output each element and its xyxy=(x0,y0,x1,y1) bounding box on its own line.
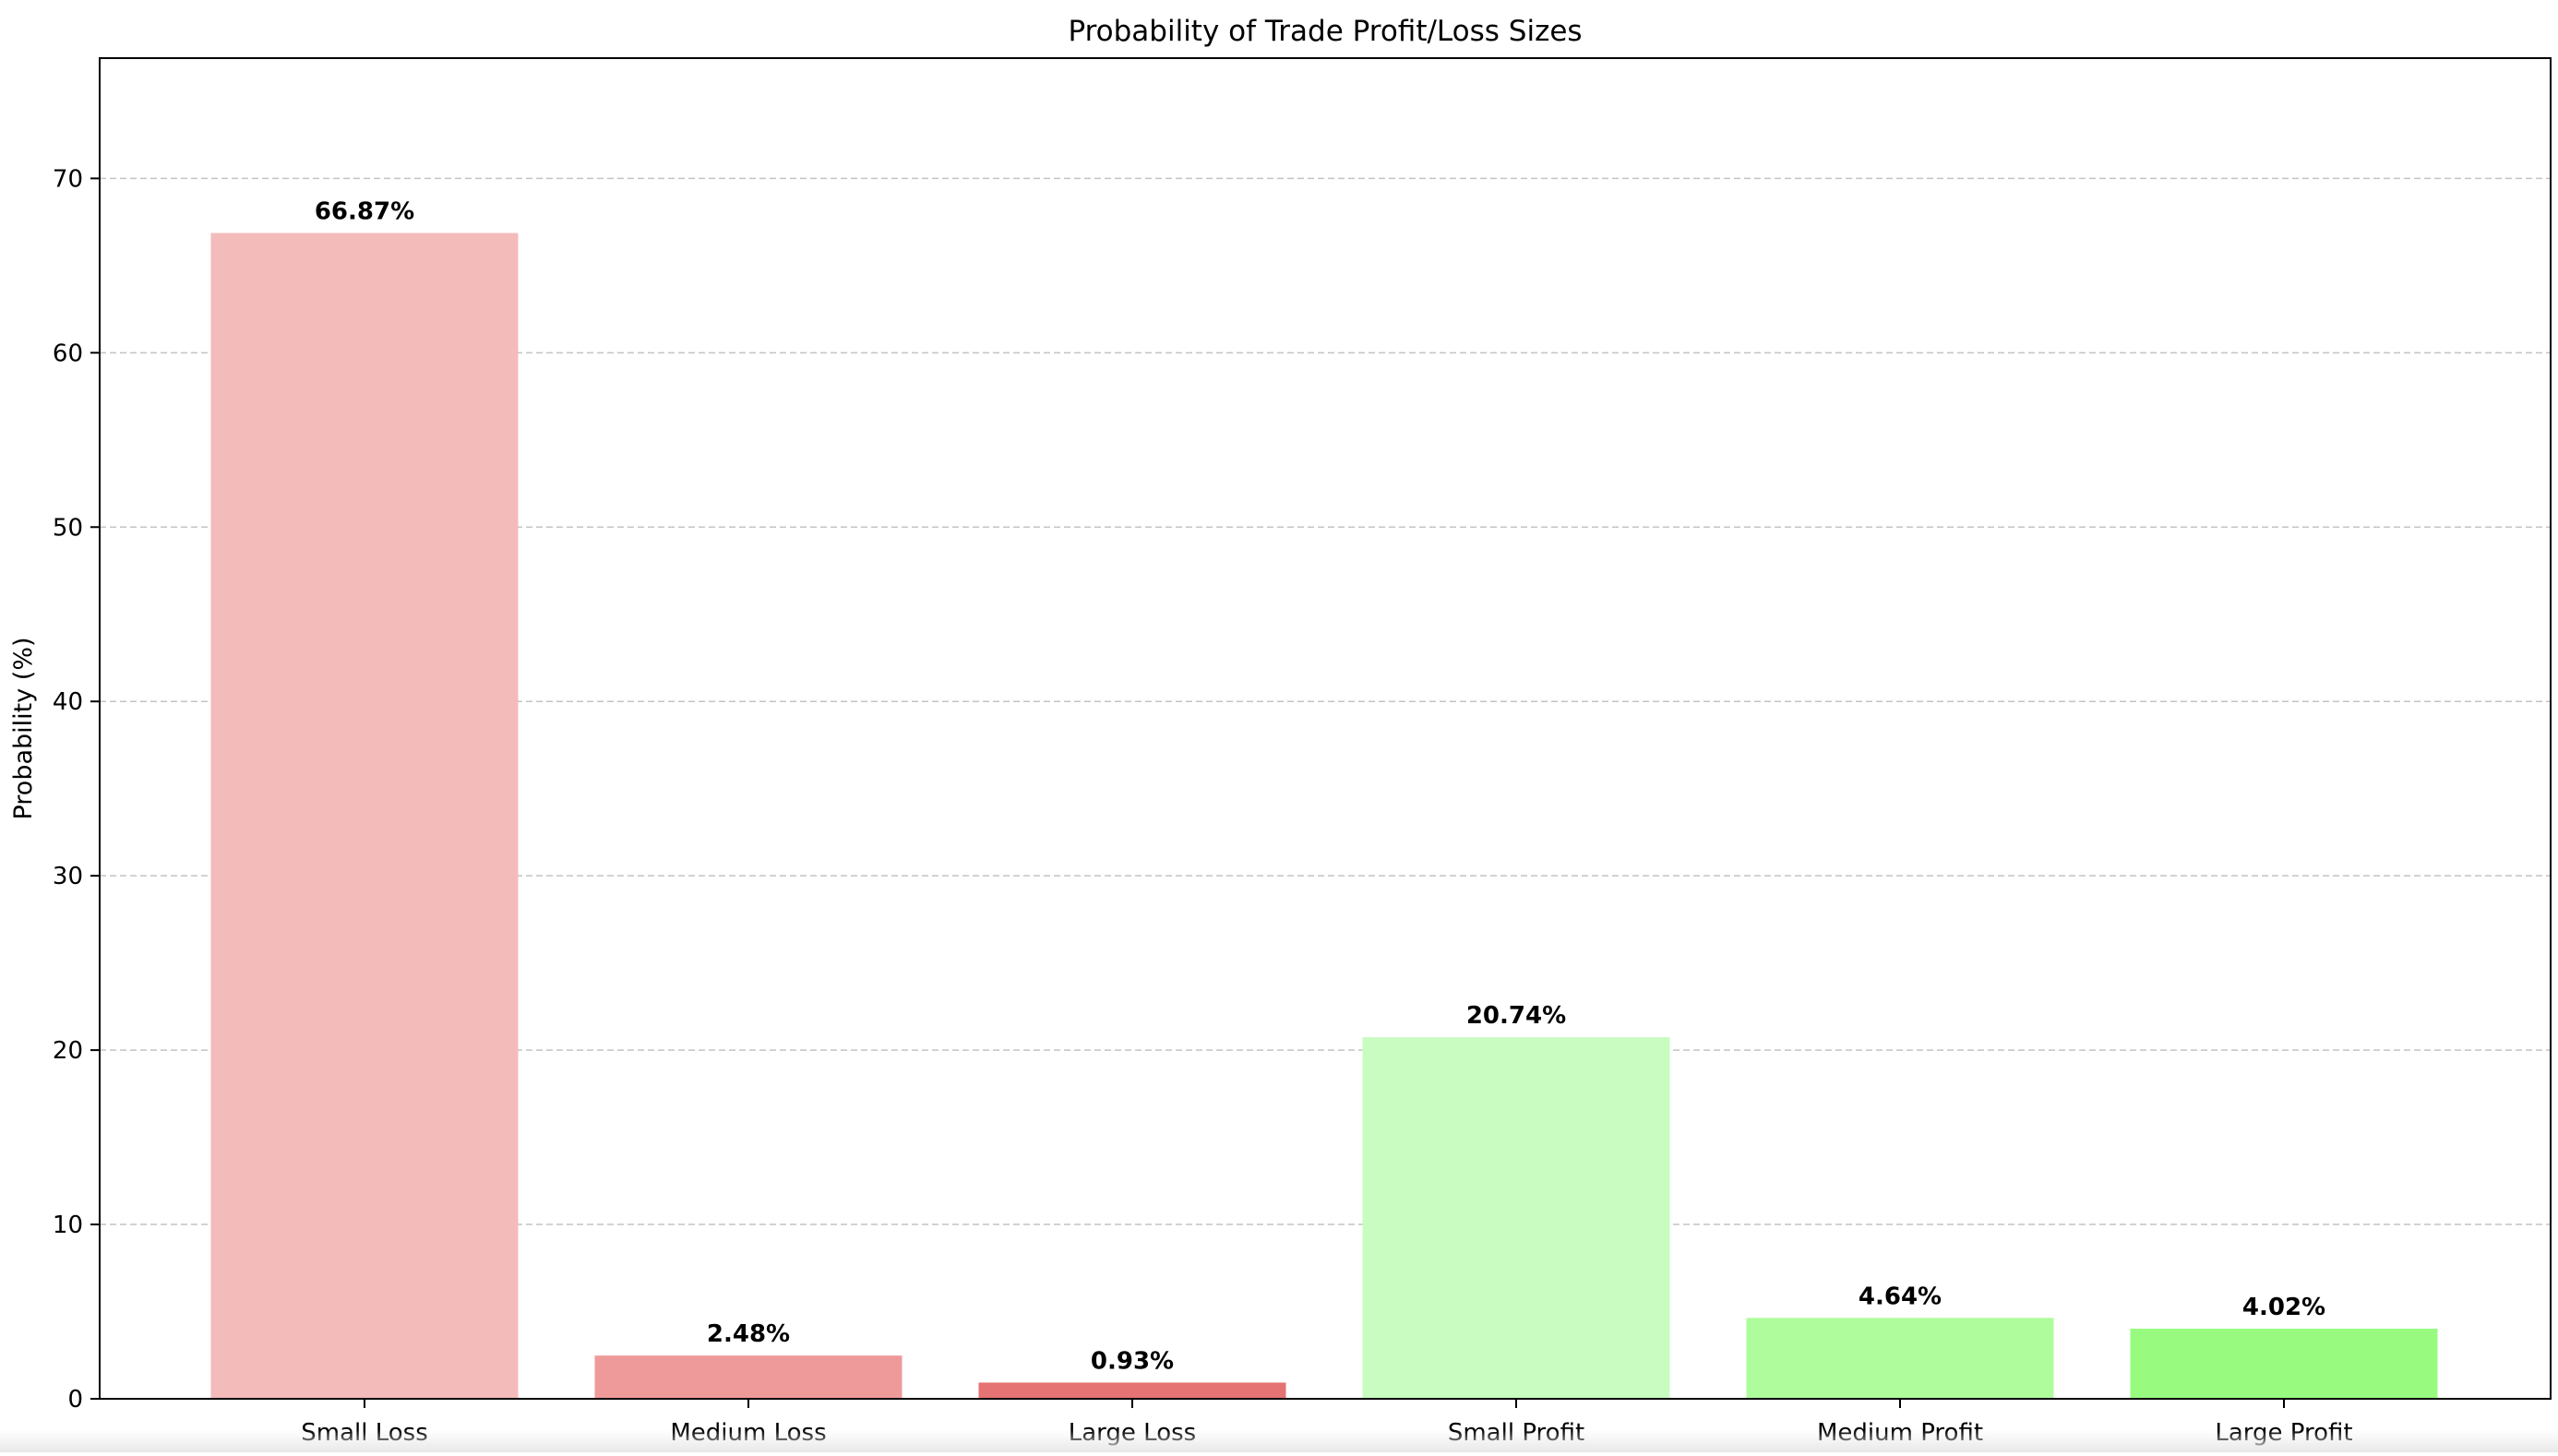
data-label: 66.87% xyxy=(315,198,414,226)
bar-large-profit xyxy=(2130,1329,2438,1399)
y-tick-label: 20 xyxy=(53,1037,83,1065)
data-label: 4.02% xyxy=(2242,1294,2325,1321)
data-label: 20.74% xyxy=(1466,1002,1566,1030)
data-labels: 66.87% 2.48% 0.93% 20.74% 4.64% 4.02% xyxy=(315,198,2325,1376)
plot-area-frame xyxy=(99,57,2552,1400)
bars xyxy=(210,233,2438,1399)
y-tick-label: 10 xyxy=(53,1211,83,1239)
bar-medium-loss xyxy=(594,1355,902,1399)
y-axis-label: Probability (%) xyxy=(9,637,38,819)
y-tick-label: 50 xyxy=(53,514,83,542)
y-tick-label: 60 xyxy=(53,340,83,367)
y-tick-label: 0 xyxy=(67,1386,83,1414)
bar-small-profit xyxy=(1362,1037,1670,1399)
y-tick-label: 40 xyxy=(53,688,83,716)
y-tick-label: 70 xyxy=(53,165,83,193)
y-tick-label: 30 xyxy=(53,863,83,890)
chart-title: Probability of Trade Profit/Loss Sizes xyxy=(1068,15,1582,48)
bar-small-loss xyxy=(210,233,519,1399)
data-label: 2.48% xyxy=(707,1320,790,1348)
bar-medium-profit xyxy=(1746,1318,2054,1399)
bottom-edge-shade xyxy=(0,1430,2558,1452)
data-label: 0.93% xyxy=(1091,1347,1174,1375)
data-label: 4.64% xyxy=(1859,1283,1942,1310)
bar-large-loss xyxy=(978,1382,1286,1399)
